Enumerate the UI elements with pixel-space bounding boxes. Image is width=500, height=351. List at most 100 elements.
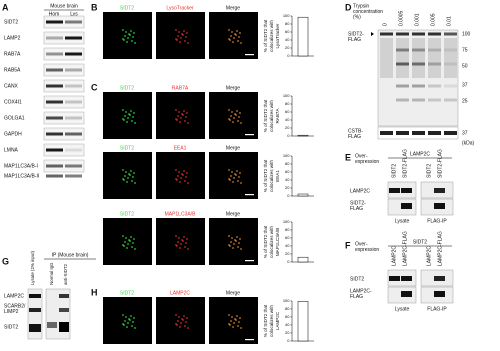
y-tick-label: 60 [285,29,290,34]
puncta [234,239,236,241]
lane-header: Mouse brain [50,3,78,9]
blot-band [65,148,82,152]
row-label: FLAG [348,37,361,43]
blot-smear [396,38,409,78]
row-label: LAMP2 [4,35,21,41]
blot-band [65,36,82,40]
puncta [122,178,124,180]
puncta [122,323,124,325]
arrowhead [371,32,374,36]
y-axis-label: LysoTracker [275,23,280,48]
micrograph [156,218,205,265]
row-label: LAMP2C- [350,288,372,294]
blot-smear [412,38,425,78]
puncta [228,323,230,325]
mw-label: 37 [462,82,468,88]
row-label: LAMP2C [350,188,370,194]
puncta [183,170,185,172]
row-label: SIDT2- [350,200,366,206]
puncta [231,237,233,239]
lane-label: LAMP2C-FLAG [437,231,443,266]
puncta [127,243,129,245]
puncta [186,172,188,174]
puncta [230,320,232,322]
y-axis-label: EEA1 [275,170,280,182]
micrograph [103,218,152,265]
blot-band [412,84,425,88]
puncta [124,115,126,117]
puncta [181,33,183,35]
y-axis-label: % of SIDT2 that [263,19,268,52]
puncta [181,113,183,115]
row-label: SIDT2 [4,324,18,330]
blot-band [46,174,63,178]
puncta [233,322,235,324]
puncta [239,317,241,319]
mw-label: 37 [462,130,468,136]
puncta [236,30,238,32]
puncta [183,315,185,317]
puncta [126,326,128,328]
puncta [122,29,124,31]
channel-label: SIDT2 [120,290,134,296]
puncta [180,177,182,179]
micrograph [103,92,152,139]
micrograph [103,152,152,199]
row-label: Over- [355,153,368,159]
puncta [233,117,235,119]
y-tick-label: 100 [283,93,290,98]
puncta [183,30,185,32]
blot-band [380,32,393,36]
y-tick-label: 40 [285,322,290,327]
puncta [132,242,134,244]
puncta [131,325,133,327]
blot-frame [43,15,85,29]
row-label: expression [355,247,379,253]
puncta [131,120,133,122]
y-tick-label: 0 [287,53,290,58]
puncta [240,42,242,44]
puncta [132,116,134,118]
blot-band [59,294,69,298]
mw-label: 75 [462,47,468,53]
channel-label: Merge [226,145,240,151]
puncta [237,325,239,327]
blot-frame [43,79,85,93]
blot-band [428,84,441,88]
blot-band [46,52,63,56]
puncta [237,180,239,182]
micrograph [209,297,258,344]
y-tick-label: 80 [285,161,290,166]
blot-band [65,164,82,168]
puncta [228,235,230,237]
puncta [175,178,177,180]
puncta [126,121,128,123]
blot-band [46,20,63,24]
scale-bar [245,339,254,341]
micrograph [156,92,205,139]
y-tick-label: 60 [285,109,290,114]
blot-band [401,276,412,281]
lane-header: SIDT2 [413,239,427,245]
puncta [239,112,241,114]
puncta [126,247,128,249]
y-axis-label: colocalizes with [269,305,274,337]
puncta [122,244,124,246]
row-label: RAB5A [4,67,21,73]
y-axis-label: LAMP2C [275,311,280,330]
lane-label: 0.01 [446,16,452,26]
puncta [185,176,187,178]
puncta [124,241,126,243]
lane-label: Hom [49,11,60,17]
mw-label: 100 [462,31,471,37]
puncta [177,175,179,177]
puncta [128,239,130,241]
puncta [228,169,230,171]
y-tick-label: 100 [283,153,290,158]
row-label: Over- [355,241,368,247]
channel-label: Merge [226,211,240,217]
micrograph [156,12,205,59]
puncta [131,180,133,182]
blot-band [444,48,457,52]
title-line: (%) [353,14,361,20]
